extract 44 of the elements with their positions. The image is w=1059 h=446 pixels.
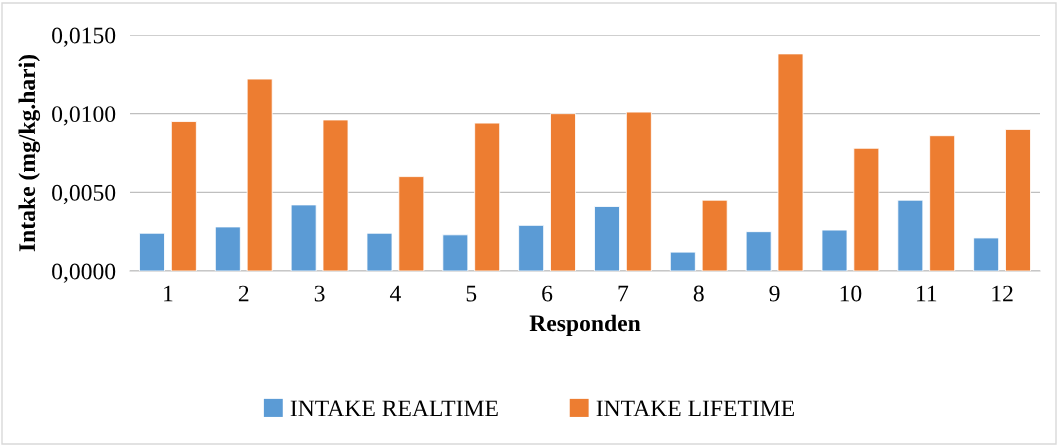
x-tick-label: 9 <box>769 285 780 302</box>
bar <box>442 234 469 271</box>
bar <box>973 237 1000 271</box>
y-tick-label: 0,0150 <box>52 27 116 47</box>
bar <box>669 251 696 271</box>
bar <box>322 119 349 271</box>
x-tick-label: 8 <box>693 285 704 302</box>
bar <box>929 135 956 271</box>
x-tick-label: 10 <box>840 285 862 302</box>
x-axis-title: Responden <box>529 314 641 337</box>
legend-label: INTAKE LIFETIME <box>596 400 794 417</box>
bar <box>290 204 317 271</box>
y-tick-label: 0,0000 <box>52 263 116 283</box>
bar <box>853 147 880 271</box>
legend-label: INTAKE REALTIME <box>290 400 498 417</box>
bar <box>745 231 772 271</box>
x-tick-label: 11 <box>916 285 937 302</box>
x-tick-label: 2 <box>238 285 249 302</box>
bar <box>821 229 848 271</box>
bar <box>1005 128 1031 271</box>
y-tick-label: 0,0100 <box>52 106 116 126</box>
bar <box>777 53 804 271</box>
x-tick-label: 4 <box>389 285 401 302</box>
bar <box>214 226 241 271</box>
bar <box>170 121 197 271</box>
x-tick-label: 7 <box>618 285 629 302</box>
bar <box>246 78 273 271</box>
bar <box>139 232 165 271</box>
x-tick-label: 5 <box>466 285 477 302</box>
bar <box>625 111 652 271</box>
bar <box>897 199 924 271</box>
bar <box>366 232 393 271</box>
bar <box>518 224 545 271</box>
x-tick-label: 6 <box>542 285 553 302</box>
bar <box>701 199 728 271</box>
bar <box>594 206 620 271</box>
x-tick-label: 12 <box>992 285 1013 302</box>
bar <box>550 113 576 271</box>
bar <box>474 122 501 271</box>
x-tick-label: 3 <box>314 285 325 302</box>
y-axis-title: Intake (mg/kg.hari) <box>18 55 41 252</box>
bar <box>398 176 425 271</box>
y-tick-label: 0,0050 <box>52 184 116 205</box>
x-tick-label: 1 <box>164 285 173 302</box>
